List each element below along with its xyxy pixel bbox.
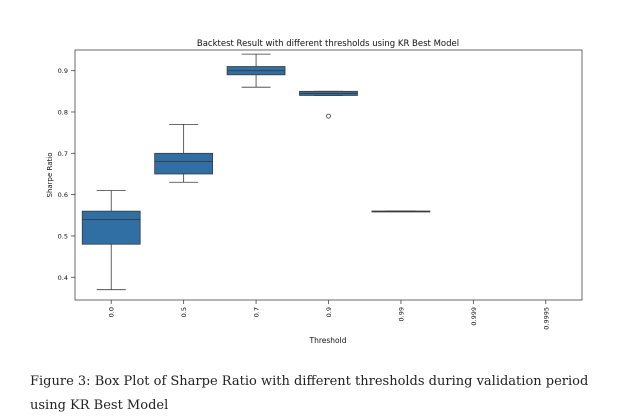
- x-tick-label: 0.7: [253, 307, 261, 317]
- box-0.0: [81, 190, 141, 291]
- y-tick-label: 0.5: [58, 232, 68, 240]
- plot-frame: [74, 49, 583, 301]
- y-axis: 0.4 0.5 0.6 0.7 0.8 0.9: [58, 67, 75, 282]
- box-0.7: [226, 53, 286, 88]
- y-tick-label: 0.4: [58, 274, 68, 282]
- x-tick-label: 0.99: [397, 307, 405, 321]
- chart-title: Backtest Result with different threshold…: [197, 39, 459, 49]
- x-tick-label: 0.0: [108, 307, 116, 317]
- box-0.99: [371, 210, 431, 213]
- box-0.9: [299, 90, 358, 119]
- box-body: [154, 152, 214, 175]
- boxes-layer: [81, 53, 431, 291]
- x-axis: 0.0 0.5 0.7 0.9 0.99 0.999 0.9995: [108, 300, 550, 330]
- x-axis-label: Threshold: [309, 336, 347, 345]
- y-tick-label: 0.8: [58, 108, 68, 116]
- x-tick-label: 0.9995: [542, 307, 550, 330]
- box-body: [81, 210, 141, 245]
- x-tick-label: 0.5: [180, 307, 188, 317]
- y-tick-label: 0.6: [58, 191, 68, 199]
- y-tick-label: 0.7: [58, 150, 68, 158]
- x-tick-label: 0.999: [470, 307, 478, 326]
- y-axis-label: Sharpe Ratio: [46, 153, 54, 198]
- y-tick-label: 0.9: [58, 67, 68, 75]
- box-0.5: [154, 123, 214, 183]
- x-tick-label: 0.9: [325, 307, 333, 317]
- figure-caption: Figure 3: Box Plot of Sharpe Ratio with …: [30, 374, 589, 413]
- outlier-point: [326, 113, 331, 119]
